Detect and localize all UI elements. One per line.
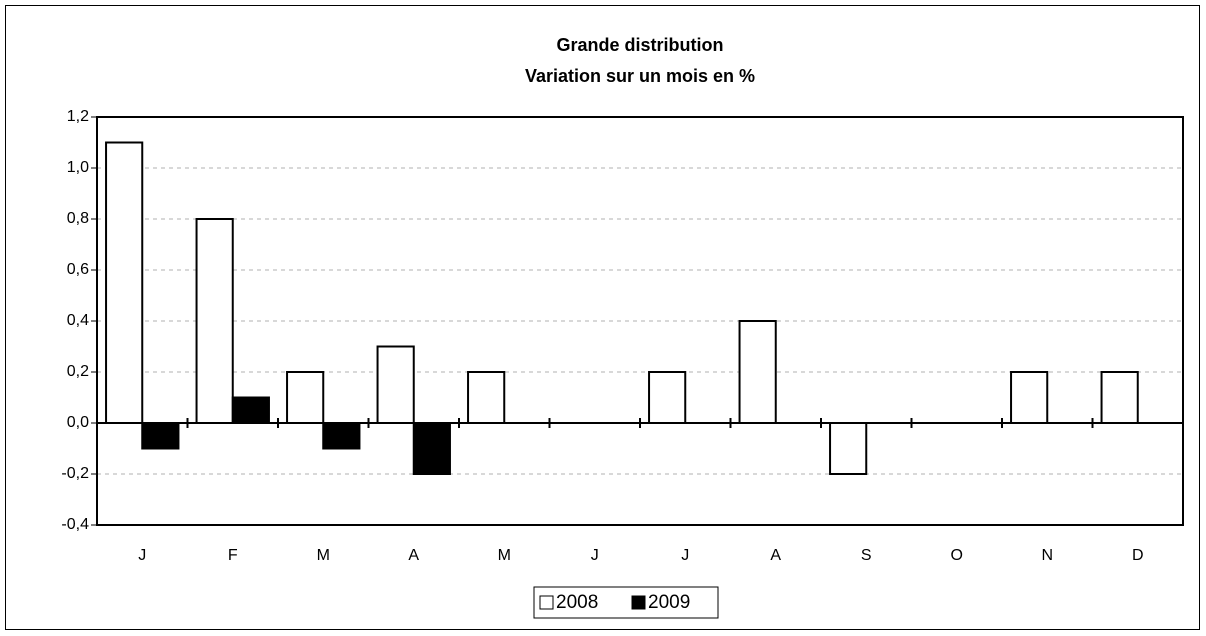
chart-title: Grande distribution [556, 35, 723, 55]
x-tick-label: N [1041, 547, 1053, 564]
y-tick-label: 0,6 [67, 261, 89, 278]
x-tick-label: D [1132, 547, 1144, 564]
y-tick-label: 0,0 [67, 414, 89, 431]
bar [412, 422, 451, 475]
bar [467, 371, 506, 424]
x-tick-label: O [951, 547, 963, 564]
y-tick-label: 0,8 [67, 210, 89, 227]
x-tick-label: J [681, 547, 689, 564]
x-tick-label: A [770, 547, 781, 564]
bar [829, 422, 868, 475]
y-tick-label: -0,2 [61, 465, 89, 482]
bar [141, 422, 180, 450]
x-tick-label: J [138, 547, 146, 564]
legend-swatch [539, 595, 554, 610]
chart-subtitle: Variation sur un mois en % [525, 66, 755, 86]
bar [376, 345, 415, 424]
bar [286, 371, 325, 424]
legend-swatch [631, 595, 646, 610]
bar [231, 396, 270, 424]
y-tick-label: 1,2 [67, 108, 89, 125]
bar [1010, 371, 1049, 424]
x-tick-label: A [408, 547, 419, 564]
y-tick-label: 0,2 [67, 363, 89, 380]
bar [322, 422, 361, 450]
x-tick-label: S [861, 547, 872, 564]
legend-label: 2008 [556, 592, 598, 613]
x-tick-label: J [591, 547, 599, 564]
bar [738, 320, 777, 424]
bar [195, 218, 234, 424]
bar [105, 141, 144, 424]
y-tick-label: 1,0 [67, 159, 89, 176]
x-tick-label: F [228, 547, 238, 564]
x-tick-label: M [317, 547, 330, 564]
legend-box [533, 586, 719, 619]
y-tick-label: -0,4 [61, 516, 89, 533]
bar [648, 371, 687, 424]
plot-border [96, 116, 1184, 526]
legend-label: 2009 [648, 592, 690, 613]
bar [1100, 371, 1139, 424]
y-tick-label: 0,4 [67, 312, 89, 329]
x-tick-label: M [498, 547, 511, 564]
legend: 2008 2009 [533, 586, 719, 619]
